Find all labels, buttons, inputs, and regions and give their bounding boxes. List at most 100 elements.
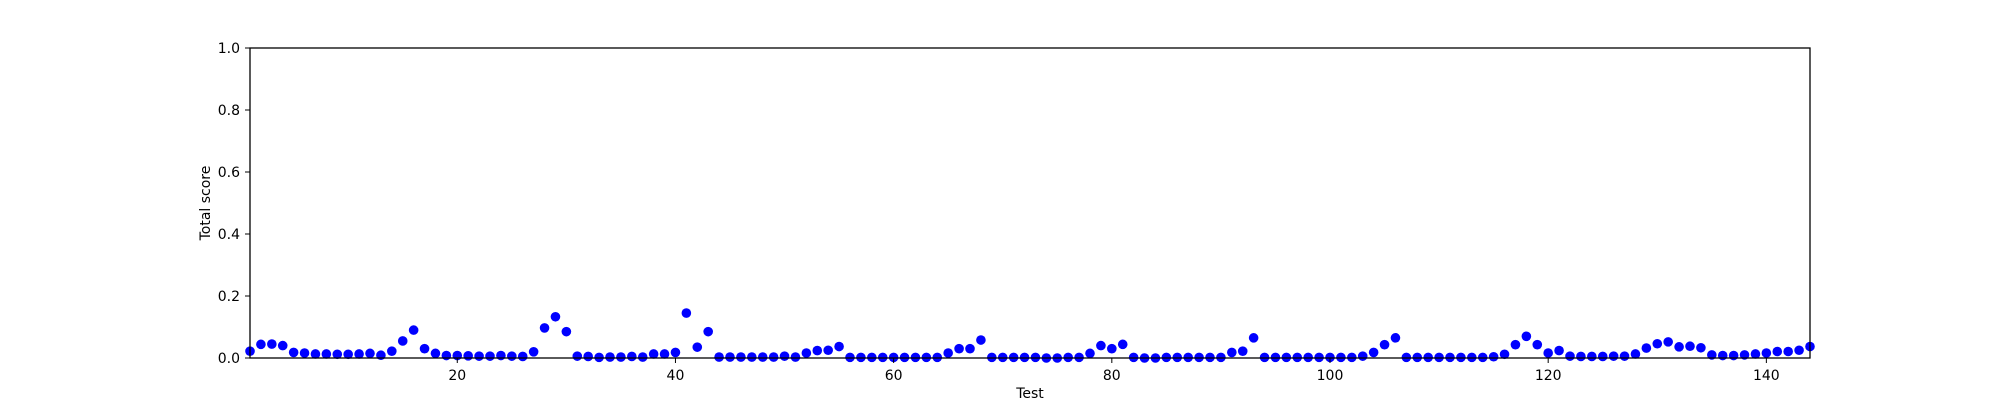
- data-point: [572, 351, 583, 361]
- data-point: [1608, 351, 1619, 361]
- data-point: [1674, 342, 1684, 352]
- data-point: [441, 350, 452, 361]
- data-point: [387, 346, 397, 356]
- data-point: [790, 352, 801, 362]
- data-point: [419, 343, 430, 354]
- data-point: [834, 341, 844, 352]
- data-point: [779, 351, 790, 361]
- data-point: [670, 347, 681, 358]
- y-tick-label: 0.2: [218, 289, 240, 305]
- data-point: [1085, 348, 1095, 359]
- data-point: [474, 351, 484, 361]
- data-point: [747, 352, 757, 362]
- data-point: [976, 335, 986, 345]
- data-point: [463, 351, 473, 361]
- data-point: [703, 326, 713, 337]
- y-tick-label: 0.4: [218, 227, 240, 243]
- data-point: [517, 351, 528, 362]
- data-point: [332, 349, 343, 360]
- y-tick-label: 0.8: [218, 103, 240, 119]
- data-point: [1728, 350, 1739, 361]
- data-point: [1641, 343, 1652, 353]
- x-axis: 20 40 60 80 100 120 140: [448, 358, 1780, 384]
- data-point: [1717, 350, 1728, 361]
- y-tick-label: 1.0: [218, 41, 240, 57]
- data-point: [496, 350, 506, 361]
- data-point: [1783, 346, 1793, 357]
- data-point: [1368, 347, 1379, 358]
- data-point: [1576, 351, 1586, 362]
- data-point: [1750, 349, 1761, 359]
- data-point: [430, 348, 441, 359]
- data-point: [550, 311, 561, 322]
- data-point: [1521, 331, 1532, 342]
- data-point: [801, 348, 812, 358]
- y-axis-label: Total score: [198, 166, 214, 242]
- x-tick-label: 80: [1103, 368, 1121, 384]
- x-axis-label: Test: [1015, 386, 1044, 400]
- data-point: [408, 325, 419, 335]
- x-tick-label: 40: [667, 368, 685, 384]
- y-tick-label: 0.0: [218, 351, 240, 367]
- x-tick-label: 100: [1317, 368, 1344, 384]
- data-point: [605, 352, 615, 362]
- data-point: [757, 352, 768, 362]
- data-point: [1652, 338, 1663, 349]
- data-point: [616, 352, 626, 362]
- data-point: [1390, 333, 1401, 343]
- data-point: [725, 352, 735, 362]
- data-point: [768, 352, 779, 362]
- data-point: [954, 343, 964, 354]
- data-point: [343, 349, 353, 360]
- data-point: [528, 347, 539, 357]
- data-point: [354, 349, 364, 359]
- data-point: [1510, 339, 1521, 350]
- data-point: [277, 340, 288, 351]
- data-point: [1587, 351, 1597, 362]
- y-tick-label: 0.6: [218, 165, 240, 181]
- data-point: [256, 339, 266, 350]
- data-point: [397, 336, 408, 346]
- data-point: [321, 349, 332, 359]
- data-point: [539, 323, 550, 333]
- data-point: [1597, 351, 1608, 362]
- data-point: [1794, 345, 1804, 356]
- data-point: [965, 343, 975, 354]
- data-point: [648, 349, 659, 359]
- x-tick-label: 140: [1753, 368, 1780, 384]
- data-point: [1619, 351, 1630, 361]
- data-point: [485, 351, 495, 361]
- data-point: [943, 348, 953, 358]
- data-point: [1107, 343, 1117, 354]
- data-point: [1357, 351, 1368, 361]
- data-point: [1237, 346, 1248, 356]
- data-point: [1663, 337, 1673, 347]
- data-point: [1565, 351, 1575, 361]
- data-point: [1379, 339, 1390, 350]
- data-point: [823, 345, 833, 356]
- data-point: [681, 308, 692, 318]
- data-point: [1096, 340, 1106, 351]
- data-point: [1707, 350, 1717, 360]
- data-point: [561, 326, 572, 337]
- data-point: [1739, 350, 1750, 360]
- data-point: [1248, 333, 1259, 343]
- data-point: [365, 348, 375, 359]
- data-point: [714, 352, 724, 362]
- axes-frame: [249, 47, 1811, 359]
- data-point: [267, 339, 277, 349]
- data-point: [1117, 339, 1128, 350]
- x-tick-label: 120: [1535, 368, 1562, 384]
- data-point: [659, 349, 670, 359]
- data-point: [812, 345, 823, 356]
- data-point: [507, 351, 517, 361]
- data-point: [1227, 347, 1237, 358]
- data-point: [736, 352, 746, 362]
- data-point: [637, 352, 648, 362]
- data-point: [288, 347, 299, 358]
- x-tick-label: 20: [448, 368, 466, 384]
- data-point: [1772, 346, 1783, 357]
- data-point: [583, 351, 593, 362]
